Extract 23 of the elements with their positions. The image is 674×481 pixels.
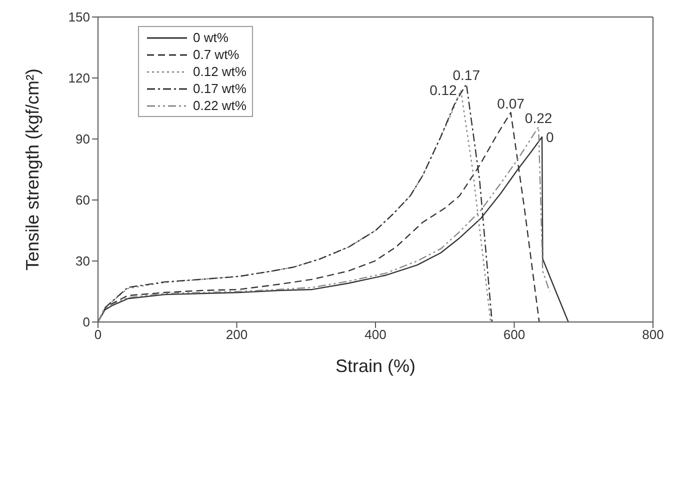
annotation: 0.12 bbox=[430, 82, 458, 98]
y-tick-label: 150 bbox=[68, 10, 90, 25]
y-tick-label: 90 bbox=[76, 132, 90, 147]
y-axis-title: Tensile strength (kgf/cm²) bbox=[22, 68, 42, 271]
y-tick-label: 0 bbox=[82, 314, 90, 330]
annotation: 0.22 bbox=[524, 110, 552, 126]
x-tick-label: 200 bbox=[226, 327, 248, 342]
y-tick-label: 120 bbox=[68, 70, 90, 86]
x-tick-label: 800 bbox=[642, 327, 664, 342]
x-tick-label: 400 bbox=[364, 327, 386, 342]
legend-label: 0.7 wt% bbox=[193, 47, 240, 62]
annotation: 0.07 bbox=[497, 96, 525, 112]
annotation: 0 bbox=[546, 128, 554, 145]
legend-label: 0.22 wt% bbox=[193, 98, 246, 113]
x-axis-title: Strain (%) bbox=[335, 356, 416, 376]
x-tick-label: 600 bbox=[503, 327, 526, 342]
y-tick-label: 60 bbox=[76, 192, 90, 208]
y-tick-label: 30 bbox=[76, 254, 90, 269]
legend-label: 0 wt% bbox=[193, 30, 228, 45]
annotation: 0.17 bbox=[452, 67, 480, 84]
x-tick-label: 0 bbox=[94, 327, 102, 342]
legend-label: 0.12 wt% bbox=[193, 64, 246, 79]
legend-label: 0.17 wt% bbox=[193, 81, 246, 96]
